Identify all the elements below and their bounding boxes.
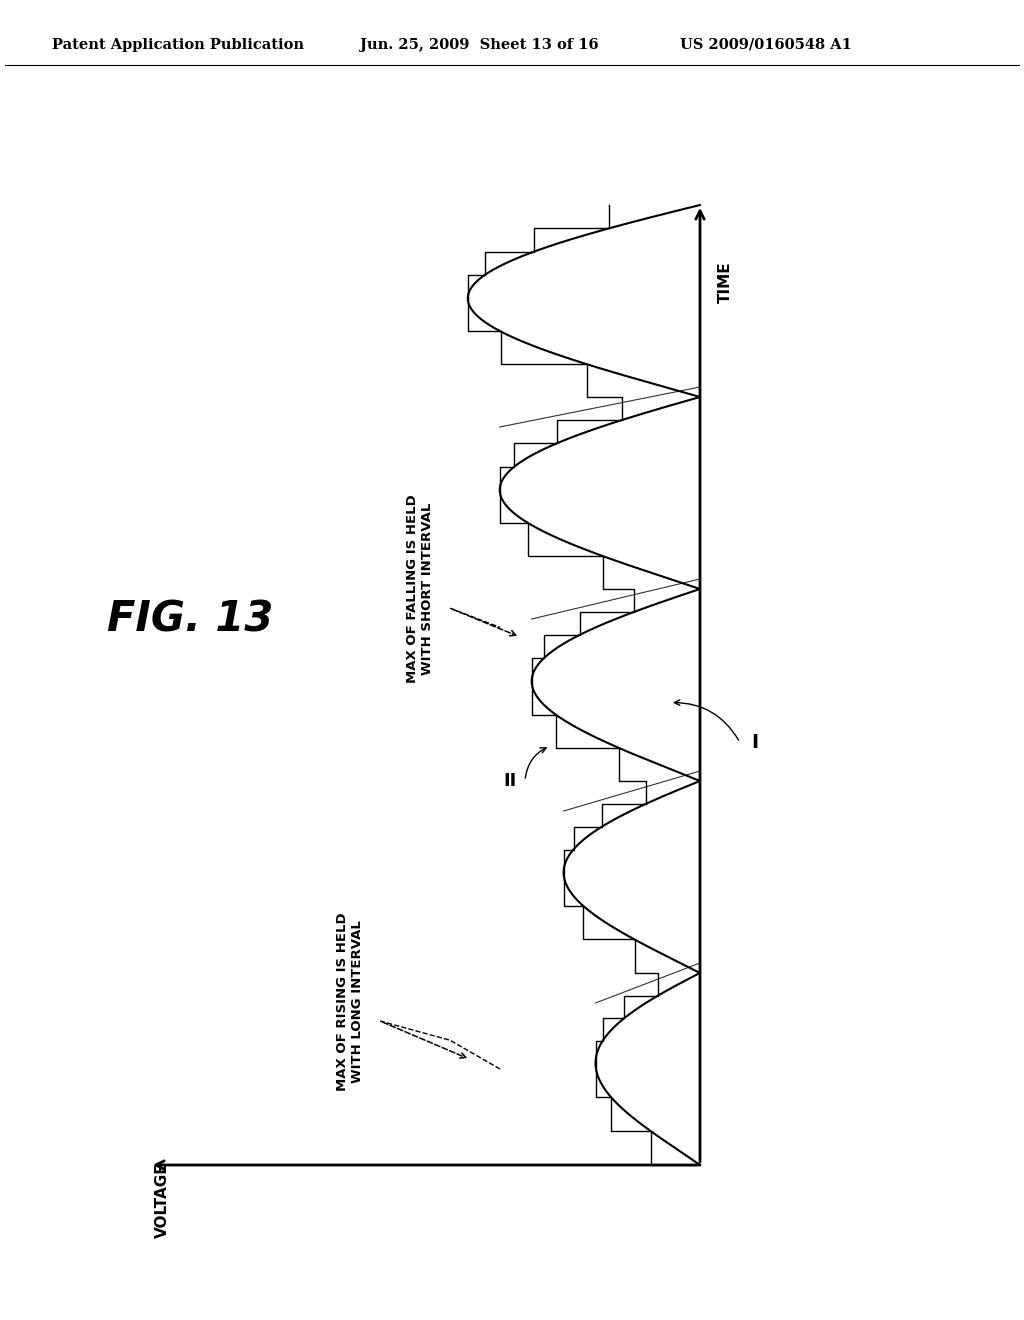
Text: VOLTAGE: VOLTAGE xyxy=(155,1162,170,1238)
Text: MAX OF RISING IS HELD
WITH LONG INTERVAL: MAX OF RISING IS HELD WITH LONG INTERVAL xyxy=(336,912,364,1092)
Text: FIG. 13: FIG. 13 xyxy=(106,599,273,642)
Text: I: I xyxy=(752,733,759,752)
Text: MAX OF FALLING IS HELD
WITH SHORT INTERVAL: MAX OF FALLING IS HELD WITH SHORT INTERV… xyxy=(406,495,434,684)
Text: TIME: TIME xyxy=(718,261,732,302)
Text: II: II xyxy=(504,772,517,789)
Text: US 2009/0160548 A1: US 2009/0160548 A1 xyxy=(680,38,852,51)
Text: Patent Application Publication: Patent Application Publication xyxy=(52,38,304,51)
Text: Jun. 25, 2009  Sheet 13 of 16: Jun. 25, 2009 Sheet 13 of 16 xyxy=(360,38,599,51)
